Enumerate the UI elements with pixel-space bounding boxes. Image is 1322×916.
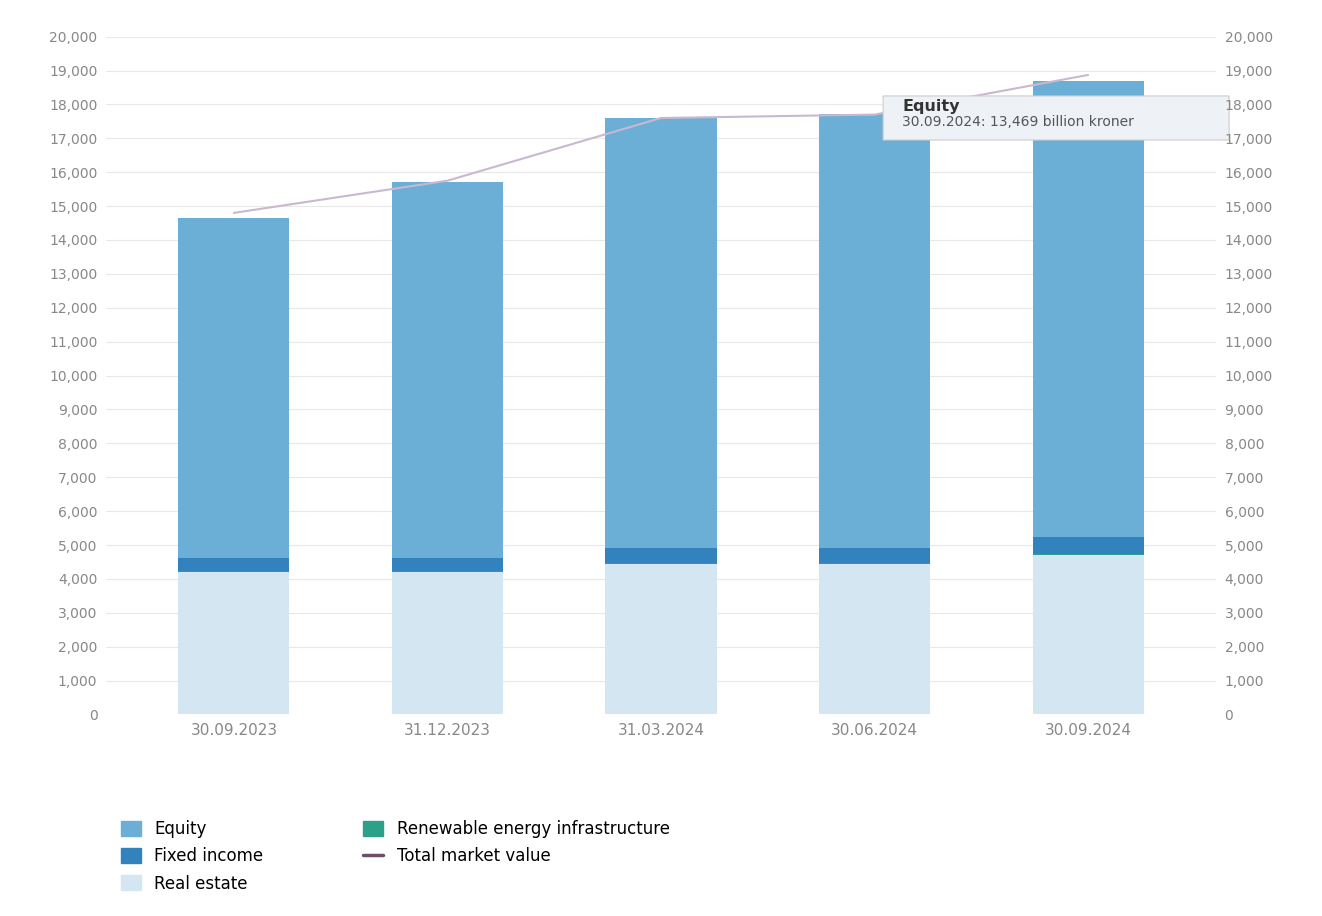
- Bar: [1032, 555, 1144, 714]
- Legend: Equity, Fixed income, Real estate, Renewable energy infrastructure, Total market: Equity, Fixed income, Real estate, Renew…: [114, 813, 677, 900]
- Total market value: [439, 175, 455, 186]
- Bar: [820, 114, 931, 548]
- Bar: [820, 562, 931, 563]
- Total market value: [226, 207, 242, 218]
- Text: 30.09.2024: 13,469 billion kroner: 30.09.2024: 13,469 billion kroner: [903, 115, 1134, 129]
- Bar: [1032, 81, 1144, 538]
- Bar: [605, 563, 717, 714]
- Bar: [605, 562, 717, 563]
- Bar: [605, 548, 717, 562]
- Bar: [820, 563, 931, 714]
- Bar: [391, 572, 502, 714]
- Bar: [391, 182, 502, 559]
- Total market value: [653, 113, 669, 124]
- Bar: [820, 548, 931, 562]
- Bar: [1032, 554, 1144, 555]
- Total market value: [1080, 70, 1096, 81]
- Bar: [1032, 538, 1144, 554]
- Line: Total market value: Total market value: [234, 75, 1088, 213]
- Bar: [178, 572, 290, 714]
- Text: Equity: Equity: [903, 99, 960, 114]
- Bar: [605, 117, 717, 548]
- Bar: [178, 218, 290, 559]
- FancyBboxPatch shape: [883, 96, 1229, 140]
- Bar: [178, 559, 290, 572]
- Bar: [391, 559, 502, 572]
- Total market value: [867, 109, 883, 120]
